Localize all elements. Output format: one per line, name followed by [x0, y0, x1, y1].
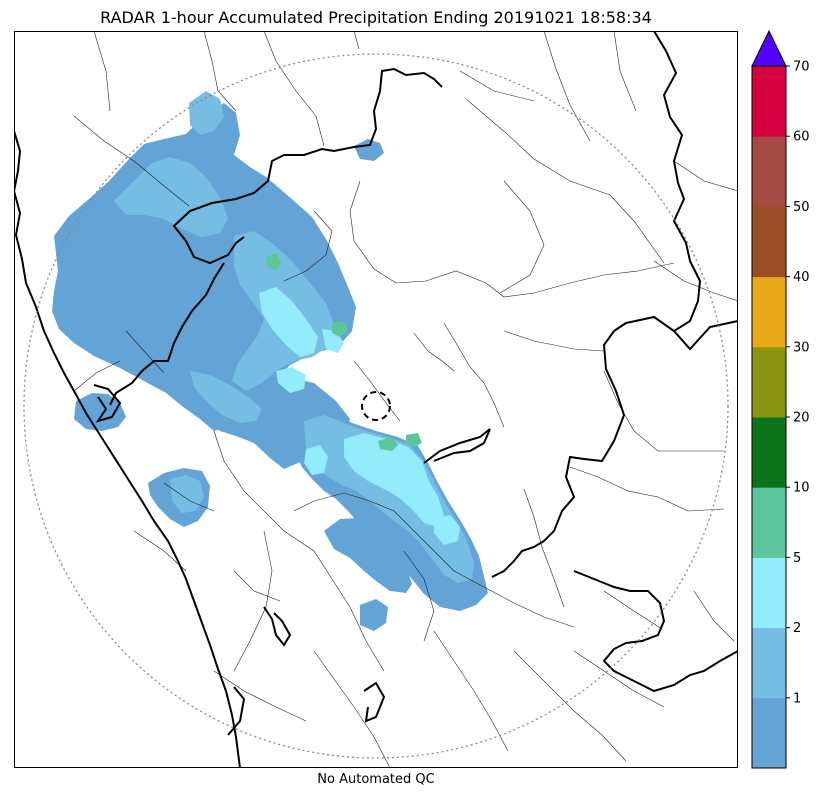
colorbar-ticks: 1 2 5 10 20 30 40 50 60 70 — [786, 60, 810, 706]
precip-level-3 — [259, 287, 460, 545]
colorbar-tick-label: 70 — [793, 60, 810, 75]
precip-level-4 — [266, 253, 422, 451]
colorbar-band — [752, 346, 786, 418]
colorbar-tick-label: 10 — [793, 481, 810, 496]
colorbar: 1 2 5 10 20 30 40 50 60 70 — [751, 29, 810, 769]
colorbar-bands — [751, 29, 787, 769]
colorbar-extend-triangle — [751, 29, 787, 67]
colorbar-band — [752, 487, 786, 558]
colorbar-tick-label: 1 — [793, 691, 801, 706]
colorbar-tick-label: 40 — [793, 270, 810, 285]
range-ring — [23, 53, 729, 759]
colorbar-band — [752, 66, 786, 137]
state-boundaries — [93, 31, 738, 736]
colorbar-band — [752, 697, 786, 769]
colorbar-tick-label: 2 — [793, 621, 801, 636]
colorbar-tick-label: 20 — [793, 411, 810, 426]
coastline — [14, 130, 241, 768]
district-boundaries — [73, 31, 738, 768]
colorbar-tick-label: 60 — [793, 130, 810, 145]
colorbar-band — [752, 276, 786, 348]
colorbar-band — [752, 206, 786, 278]
colorbar-band — [752, 136, 786, 207]
colorbar-tick-label: 5 — [793, 551, 801, 566]
colorbar-band — [752, 417, 786, 488]
radar-site-marker — [361, 391, 391, 421]
qc-note: No Automated QC — [317, 772, 435, 787]
radar-map — [14, 31, 738, 768]
colorbar-band — [752, 627, 786, 699]
colorbar-tick-label: 30 — [793, 340, 810, 355]
colorbar-band — [752, 557, 786, 629]
colorbar-tick-label: 50 — [793, 200, 810, 215]
map-title: RADAR 1-hour Accumulated Precipitation E… — [100, 8, 652, 27]
